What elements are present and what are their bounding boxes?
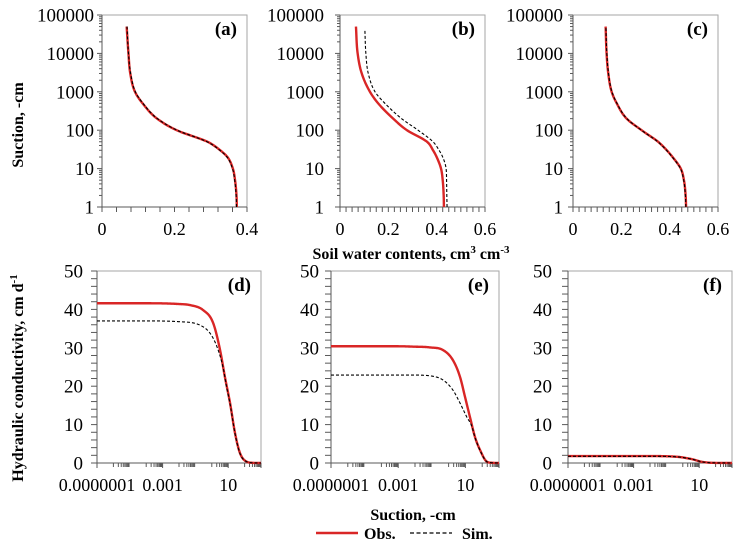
panel-c: 0 0.2 0.4 0.6 1 10 100 1000 10000 100000 (c) — [506, 6, 729, 240]
tick-marks — [562, 270, 733, 468]
series-line-sim-e — [331, 374, 500, 464]
y-tick-label: 20 — [533, 377, 552, 398]
y-tick-label: 20 — [300, 377, 319, 398]
tick-marks — [91, 270, 262, 468]
y-tick-label: 10 — [544, 159, 563, 180]
y-tick-label: 30 — [300, 338, 319, 359]
x-tick-label: 0 — [336, 219, 345, 239]
x-tick-label: 0.2 — [610, 219, 633, 239]
bottom-x-axis-title: Suction, -cm — [370, 507, 456, 524]
panel-label: (c) — [687, 19, 708, 40]
x-tick-label: 0.001 — [378, 475, 419, 495]
y-tick-label: 10 — [533, 415, 552, 436]
y-tick-label: 0 — [310, 454, 320, 475]
x-tick-label: 0.2 — [377, 219, 400, 239]
panel-d: 0.0000001 0.001 10 0 10 20 30 40 50 (d) — [59, 262, 262, 495]
y-tick-label: 1000 — [56, 82, 94, 103]
legend: Obs. Sim. — [316, 526, 493, 543]
series-line-obs-b — [354, 26, 446, 208]
series-line-sim-d — [97, 320, 262, 464]
series-line-sim-a — [126, 26, 238, 208]
plot-frame — [330, 270, 500, 464]
series-line-sim-b — [364, 30, 448, 208]
y-tick-label: 10000 — [47, 44, 95, 65]
y-tick-label: 40 — [300, 300, 319, 321]
y-tick-label: 0 — [74, 454, 84, 475]
y-tick-label: 50 — [64, 262, 83, 283]
series-line-sim-c — [605, 26, 687, 208]
y-tick-label: 10 — [300, 415, 319, 436]
x-tick-label: 0.0000001 — [59, 475, 136, 495]
plot-frame — [567, 270, 733, 464]
y-tick-label: 1000 — [525, 82, 563, 103]
x-tick-label: 0.2 — [163, 219, 186, 239]
y-tick-label: 100 — [535, 121, 564, 142]
y-tick-label: 0 — [543, 454, 553, 475]
top-x-axis-title-text: Soil water contents, cm — [312, 246, 471, 263]
series-line-sim-f — [568, 455, 732, 464]
y-tick-label: 10 — [305, 159, 324, 180]
legend-label-obs: Obs. — [364, 526, 396, 543]
y-tick-label: 10000 — [516, 44, 564, 65]
x-tick-label: 0.4 — [425, 219, 448, 239]
panel-label: (f) — [703, 275, 722, 296]
x-tick-label: 0.0000001 — [293, 475, 370, 495]
panel-b: 0 0.2 0.4 0.6 1 10 100 1000 10000 100000 (b) — [267, 6, 496, 240]
x-tick-label: 0.4 — [236, 219, 259, 239]
panel-a: 0 0.2 0.4 1 10 100 1000 10000 100000 (a) — [37, 6, 258, 240]
top-y-axis-title: Suction, -cm — [10, 82, 27, 168]
x-tick-label: 10 — [219, 475, 237, 495]
y-tick-label: 10000 — [277, 44, 325, 65]
panel-label: (b) — [452, 19, 475, 40]
x-tick-label: 0 — [569, 219, 578, 239]
y-tick-label: 40 — [533, 300, 552, 321]
top-x-axis-title: Soil water contents, cm3 cm-3 — [312, 244, 510, 263]
x-tick-label: 0 — [98, 219, 107, 239]
x-tick-label: 0.001 — [142, 475, 183, 495]
y-tick-label: 1 — [315, 198, 325, 219]
x-tick-label: 0.4 — [658, 219, 681, 239]
x-tick-label: 0.6 — [474, 219, 497, 239]
panel-label: (e) — [468, 275, 489, 296]
plot-frame — [339, 14, 486, 208]
plot-frame — [101, 14, 248, 208]
series-line-obs-e — [330, 345, 500, 465]
x-tick-label: 0.001 — [613, 475, 654, 495]
x-tick-label: 10 — [690, 475, 708, 495]
y-tick-label: 30 — [533, 338, 552, 359]
bottom-y-axis-title-text: Hydraulic conductivity, cm d — [10, 283, 27, 481]
y-tick-label: 10 — [75, 159, 94, 180]
panel-label: (d) — [228, 275, 251, 296]
legend-label-sim: Sim. — [462, 526, 493, 543]
x-tick-label: 10 — [456, 475, 474, 495]
tick-marks — [325, 270, 500, 468]
x-tick-label: 0.6 — [707, 219, 730, 239]
plot-frame — [572, 14, 719, 208]
panel-e: 0.0000001 0.001 10 0 10 20 30 40 50 (e) — [293, 262, 500, 495]
y-tick-label: 100000 — [37, 6, 94, 27]
y-tick-label: 30 — [64, 338, 83, 359]
y-tick-label: 10 — [64, 415, 83, 436]
y-tick-label: 50 — [300, 262, 319, 283]
y-tick-label: 50 — [533, 262, 552, 283]
bottom-y-axis-title: Hydraulic conductivity, cm d-1 — [8, 274, 27, 481]
y-tick-label: 1 — [85, 198, 95, 219]
y-tick-label: 20 — [64, 377, 83, 398]
y-tick-label: 100000 — [267, 6, 324, 27]
top-x-axis-title-sup: 3 — [470, 244, 476, 256]
panel-f: 0.0000001 0.001 10 0 10 20 30 40 50 (f) — [530, 262, 733, 495]
y-tick-label: 100000 — [506, 6, 563, 27]
y-tick-label: 40 — [64, 300, 83, 321]
top-x-axis-title-sup: -3 — [500, 244, 510, 256]
panel-label: (a) — [215, 19, 237, 40]
y-tick-label: 100 — [66, 121, 95, 142]
x-tick-label: 0.0000001 — [530, 475, 607, 495]
y-tick-label: 100 — [296, 121, 325, 142]
y-tick-label: 1000 — [286, 82, 324, 103]
top-x-axis-title-text: cm — [476, 246, 501, 263]
bottom-y-axis-title-sup: -1 — [8, 274, 20, 283]
y-tick-label: 1 — [554, 198, 564, 219]
